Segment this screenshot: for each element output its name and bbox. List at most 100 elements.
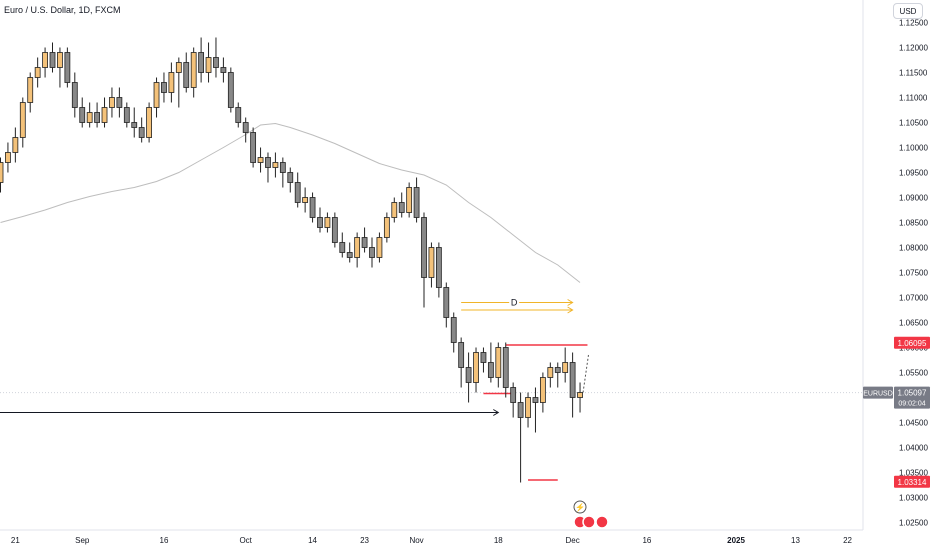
candle (435, 242, 442, 298)
price-tag-text: 1.06095 (898, 339, 927, 348)
candle-body (42, 52, 48, 68)
candle (250, 127, 257, 168)
candle (5, 142, 11, 173)
candle (517, 392, 524, 483)
candle (473, 347, 479, 393)
candle-body (317, 217, 323, 228)
time-tick-label: Sep (75, 536, 90, 545)
candle (242, 117, 249, 143)
candle (465, 352, 472, 403)
currency-button[interactable]: USD (893, 3, 923, 19)
candle (443, 282, 450, 328)
candle (57, 47, 63, 88)
price-axis-layer: 1.12500 1.12000 1.11500 1.11000 1.10500 1.100… (0, 0, 928, 531)
candle-body (495, 347, 502, 378)
time-tick-label: Nov (409, 536, 423, 545)
candle (532, 387, 539, 433)
candle-body (487, 362, 494, 378)
candle-body (376, 237, 383, 258)
candle (79, 97, 86, 128)
candle (27, 72, 34, 113)
time-tick-label: 22 (843, 536, 852, 545)
candle (279, 157, 286, 188)
lightning-event-icon[interactable] (573, 500, 587, 514)
price-tick-label: 1.10500 (899, 119, 928, 128)
candle (272, 152, 279, 178)
candle (450, 312, 457, 353)
candle-body (398, 202, 405, 213)
price-tick-label: 1.09500 (899, 169, 928, 178)
candle (354, 232, 361, 268)
candle (71, 72, 78, 118)
candle-body (227, 72, 234, 108)
price-tick-label: 1.10000 (899, 144, 928, 153)
candle (287, 167, 294, 193)
price-tick-label: 1.03000 (899, 494, 928, 503)
candle (213, 37, 219, 78)
candle (86, 102, 93, 128)
candle (569, 352, 576, 418)
candle (123, 102, 130, 128)
time-tick-label: 14 (308, 536, 317, 545)
candle-body (153, 82, 160, 108)
time-tick-label: 23 (360, 536, 369, 545)
candle-body (183, 62, 190, 88)
candle-body (435, 247, 442, 288)
candle-body (369, 247, 375, 258)
candle (539, 372, 546, 413)
lightning-glyph-icon: ⚡ (575, 502, 585, 512)
price-tag-bg (894, 336, 930, 349)
candle-body (19, 102, 26, 138)
price-tick-label: 1.06500 (899, 319, 928, 328)
candle (12, 127, 19, 163)
candle-body (49, 52, 56, 68)
price-tick-label: 1.07000 (899, 294, 928, 303)
candle (361, 227, 368, 253)
candle-body (34, 67, 41, 78)
candle (398, 192, 405, 218)
price-tick-label: 1.12500 (899, 19, 928, 28)
currency-label: USD (899, 6, 917, 16)
candle (131, 107, 138, 138)
candle-body (383, 217, 390, 238)
candle (577, 382, 583, 413)
candle-body (302, 197, 309, 203)
event-icons-layer: ⚡ (573, 500, 609, 529)
projection-dashed-line (582, 354, 589, 393)
yellow-arrowhead-upper (567, 299, 574, 306)
us-flag-event-icon-3[interactable] (595, 515, 609, 529)
candle (317, 207, 323, 233)
time-tick-label: Oct (239, 536, 252, 545)
drawing-lines-layer: D (0, 297, 863, 481)
candle (183, 52, 190, 93)
candle-body (71, 82, 78, 108)
candle-body (257, 157, 264, 163)
candle-body (205, 57, 212, 73)
candle (383, 212, 390, 243)
us-flag-event-icon-2[interactable] (582, 515, 596, 529)
d-label: D (511, 298, 518, 308)
candle-body (421, 217, 427, 278)
price-tick-label: 1.08500 (899, 219, 928, 228)
candle (94, 102, 100, 128)
candle (0, 157, 4, 193)
candle-body (539, 377, 546, 403)
candle-body (517, 402, 524, 418)
candle (331, 212, 338, 248)
candle-body (235, 107, 242, 123)
candle (554, 362, 561, 388)
candle-body (502, 347, 509, 388)
candle (339, 232, 346, 258)
candle (109, 87, 115, 118)
price-tick-label: 1.02500 (899, 519, 928, 528)
candle-body (190, 52, 197, 88)
candle (495, 342, 502, 388)
price-tick-label: 1.12000 (899, 44, 928, 53)
candle (19, 97, 26, 148)
candle (153, 77, 160, 118)
candle-body (525, 397, 531, 418)
candle-body (324, 217, 331, 228)
moving-average-layer (0, 122, 581, 283)
